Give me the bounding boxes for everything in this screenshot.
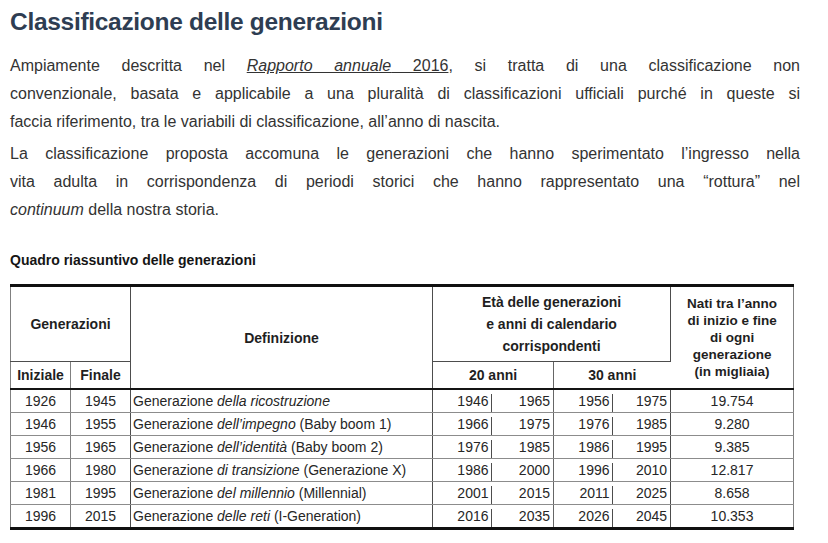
cell-definizione: Generazione dell’impegno (Baby boom 1) (131, 413, 433, 436)
para1-text-before: Ampiamente descritta nel (10, 57, 247, 74)
cell-eta20-inizio: 2016 (433, 505, 492, 529)
link-year-part: 2016 (391, 57, 448, 74)
cell-nati: 19.754 (671, 389, 794, 413)
cell-eta20-fine: 2015 (492, 482, 554, 505)
cell-eta30-inizio: 2011 (554, 482, 613, 505)
paragraph-2: La classificazione proposta accomuna le … (10, 140, 800, 224)
col-header-generazioni: Generazioni (11, 286, 131, 362)
cell-iniziale: 1966 (11, 459, 71, 482)
cell-iniziale: 1926 (11, 389, 71, 413)
cell-iniziale: 1946 (11, 413, 71, 436)
cell-nati: 12.817 (671, 459, 794, 482)
cell-eta20-fine: 2000 (492, 459, 554, 482)
col-header-20anni: 20 anni (433, 362, 554, 390)
document-page: Classificazione delle generazioni Ampiam… (0, 0, 828, 530)
col-header-nati: Nati tra l’anno di inizio e fine di ogni… (671, 286, 794, 390)
paragraph-line: Ampiamente descritta nel Rapporto annual… (10, 52, 800, 80)
cell-definizione: Generazione dell’identità (Baby boom 2) (131, 436, 433, 459)
paragraph-line: vita adulta in corrispondenza di periodi… (10, 168, 800, 196)
col-header-30anni: 30 anni (554, 362, 671, 390)
cell-finale: 1955 (71, 413, 131, 436)
cell-eta30-fine: 2045 (613, 505, 671, 529)
paragraph-line: continuum della nostra storia. (10, 196, 800, 224)
cell-finale: 2015 (71, 505, 131, 529)
col-header-iniziale: Iniziale (11, 362, 71, 390)
cell-nati: 8.658 (671, 482, 794, 505)
table-row: 19461955Generazione dell’impegno (Baby b… (11, 413, 794, 436)
cell-nati: 9.385 (671, 436, 794, 459)
page-title: Classificazione delle generazioni (10, 8, 800, 36)
table-row: 19661980Generazione di transizione (Gene… (11, 459, 794, 482)
table-row: 19561965Generazione dell’identità (Baby … (11, 436, 794, 459)
cell-definizione: Generazione della ricostruzione (131, 389, 433, 413)
cell-definizione: Generazione delle reti (I-Generation) (131, 505, 433, 529)
cell-eta20-inizio: 2001 (433, 482, 492, 505)
cell-eta20-inizio: 1976 (433, 436, 492, 459)
cell-finale: 1980 (71, 459, 131, 482)
cell-nati: 10.353 (671, 505, 794, 529)
cell-definizione: Generazione del millennio (Millennial) (131, 482, 433, 505)
cell-eta20-inizio: 1966 (433, 413, 492, 436)
cell-nati: 9.280 (671, 413, 794, 436)
col-header-finale: Finale (71, 362, 131, 390)
col-header-eta: Età delle generazioni e anni di calendar… (433, 286, 671, 362)
col-header-definizione: Definizione (131, 286, 433, 390)
cell-eta20-fine: 1965 (492, 389, 554, 413)
cell-eta20-inizio: 1946 (433, 389, 492, 413)
cell-iniziale: 1996 (11, 505, 71, 529)
cell-eta30-inizio: 2026 (554, 505, 613, 529)
cell-eta30-fine: 1985 (613, 413, 671, 436)
cell-eta30-inizio: 1976 (554, 413, 613, 436)
cell-eta20-fine: 1985 (492, 436, 554, 459)
cell-iniziale: 1956 (11, 436, 71, 459)
table-row: 19962015Generazione delle reti (I-Genera… (11, 505, 794, 529)
table-caption: Quadro riassuntivo delle generazioni (10, 252, 800, 268)
cell-eta30-inizio: 1986 (554, 436, 613, 459)
paragraph-1: Ampiamente descritta nel Rapporto annual… (10, 52, 800, 136)
cell-eta20-fine: 2035 (492, 505, 554, 529)
cell-eta30-inizio: 1996 (554, 459, 613, 482)
cell-eta30-fine: 1975 (613, 389, 671, 413)
cell-finale: 1995 (71, 482, 131, 505)
cell-eta30-fine: 2025 (613, 482, 671, 505)
cell-eta30-fine: 2010 (613, 459, 671, 482)
generations-table: Generazioni Definizione Età delle genera… (10, 284, 794, 530)
table-row: 19811995Generazione del millennio (Mille… (11, 482, 794, 505)
cell-eta20-fine: 1975 (492, 413, 554, 436)
header-row-1: Generazioni Definizione Età delle genera… (11, 286, 794, 362)
table-row: 19261945Generazione della ricostruzione1… (11, 389, 794, 413)
cell-iniziale: 1981 (11, 482, 71, 505)
para2-italic: continuum (10, 201, 84, 218)
paragraph-line: convenzionale, basata e applicabile a un… (10, 80, 800, 108)
rapporto-annuale-link[interactable]: Rapporto annuale 2016 (247, 57, 449, 74)
para2-text-after: della nostra storia. (84, 201, 219, 218)
cell-eta20-inizio: 1986 (433, 459, 492, 482)
cell-eta30-inizio: 1956 (554, 389, 613, 413)
paragraph-line: La classificazione proposta accomuna le … (10, 140, 800, 168)
link-italic-part: Rapporto annuale (247, 57, 391, 74)
cell-definizione: Generazione di transizione (Generazione … (131, 459, 433, 482)
paragraph-line: faccia riferimento, tra le variabili di … (10, 108, 800, 136)
cell-finale: 1945 (71, 389, 131, 413)
cell-finale: 1965 (71, 436, 131, 459)
para1-text-after: , si tratta di una classificazione non (448, 57, 800, 74)
cell-eta30-fine: 1995 (613, 436, 671, 459)
